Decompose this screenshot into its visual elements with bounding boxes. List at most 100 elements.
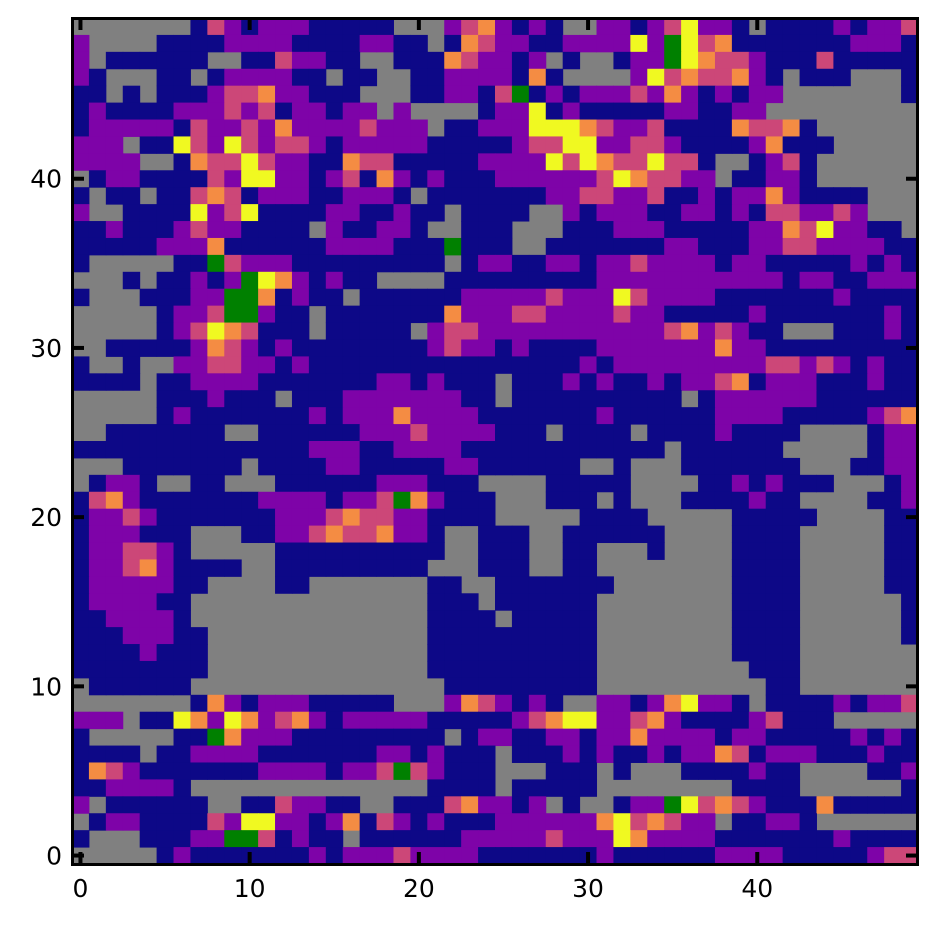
heatmap-cell <box>122 221 141 239</box>
heatmap-cell <box>528 728 547 747</box>
heatmap-cell <box>461 85 479 104</box>
heatmap-cell <box>342 18 361 36</box>
heatmap-cell <box>224 68 242 87</box>
heatmap-cell <box>258 441 276 459</box>
heatmap-cell <box>714 424 733 442</box>
heatmap-cell <box>156 508 175 527</box>
heatmap-cell <box>156 796 175 814</box>
heatmap-cell <box>562 305 581 324</box>
heatmap-cell <box>359 18 378 36</box>
heatmap-cell <box>410 119 428 137</box>
heatmap-cell <box>748 813 767 831</box>
heatmap-cell <box>241 85 259 104</box>
heatmap-cell <box>72 711 90 730</box>
heatmap-cell <box>156 136 175 154</box>
heatmap-cell <box>478 221 496 239</box>
heatmap-cell <box>207 830 225 848</box>
heatmap-cell <box>88 627 107 645</box>
heatmap-cell <box>207 373 225 391</box>
heatmap-cell <box>765 85 784 104</box>
heatmap-cell <box>579 288 598 307</box>
heatmap-cell <box>698 474 716 493</box>
heatmap-cell <box>478 288 496 307</box>
heatmap-cell <box>461 51 479 70</box>
heatmap-cell <box>308 424 327 442</box>
heatmap-cell <box>495 305 513 324</box>
heatmap-cell <box>596 187 614 205</box>
heatmap-cell <box>291 576 310 594</box>
heatmap-cell <box>613 847 631 865</box>
heatmap-cell <box>325 153 344 171</box>
heatmap-cell <box>833 68 851 87</box>
heatmap-cell <box>698 813 716 831</box>
heatmap-cell <box>613 813 631 831</box>
heatmap-cell <box>765 779 784 797</box>
heatmap-cell <box>511 644 530 662</box>
heatmap-cell <box>241 322 259 340</box>
heatmap-cell <box>207 441 225 459</box>
heatmap-cell <box>850 457 868 476</box>
heatmap-cell <box>901 745 919 763</box>
heatmap-cell <box>275 153 293 171</box>
heatmap-cell <box>156 119 175 137</box>
heatmap-cell <box>376 441 394 459</box>
heatmap-cell <box>698 491 716 510</box>
heatmap-cell <box>207 153 225 171</box>
heatmap-cell <box>359 204 378 222</box>
heatmap-cell <box>359 728 378 747</box>
heatmap-cell <box>376 204 394 222</box>
heatmap-cell <box>545 407 564 425</box>
heatmap-cell <box>782 644 801 662</box>
heatmap-cell <box>613 18 631 36</box>
heatmap-cell <box>376 187 394 205</box>
heatmap-cell <box>748 373 767 391</box>
heatmap-cell <box>731 542 750 560</box>
heatmap-cell <box>630 373 648 391</box>
heatmap-cell <box>850 339 868 357</box>
heatmap-cell <box>647 728 665 747</box>
heatmap-cell <box>765 677 784 696</box>
heatmap-cell <box>613 356 631 374</box>
heatmap-cell <box>731 610 750 628</box>
heatmap-cell <box>393 34 411 53</box>
heatmap-cell <box>207 170 225 188</box>
heatmap-cell <box>833 237 851 256</box>
heatmap-cell <box>359 542 378 560</box>
heatmap-cell <box>72 85 90 104</box>
heatmap-cell <box>884 221 902 239</box>
heatmap-cell <box>139 525 158 544</box>
heatmap-cell <box>478 559 496 577</box>
heatmap-cell <box>731 339 750 357</box>
heatmap-cell <box>105 559 124 577</box>
heatmap-cell <box>816 694 834 713</box>
heatmap-cell <box>410 457 428 476</box>
heatmap-cell <box>105 153 124 171</box>
heatmap-cell <box>190 474 208 493</box>
heatmap-cell <box>207 339 225 357</box>
heatmap-cell <box>511 85 530 104</box>
heatmap-cell <box>698 271 716 290</box>
heatmap-cell <box>224 85 242 104</box>
heatmap-cell <box>444 373 462 391</box>
heatmap-cell <box>647 694 665 713</box>
heatmap-cell <box>596 221 614 239</box>
heatmap-cell <box>359 830 378 848</box>
heatmap-cell <box>190 373 208 391</box>
heatmap-cell <box>173 373 191 391</box>
heatmap-cell <box>596 830 614 848</box>
heatmap-cell <box>511 339 530 357</box>
heatmap-cell <box>850 187 868 205</box>
heatmap-cell <box>359 457 378 476</box>
heatmap-cell <box>72 644 90 662</box>
heatmap-cell <box>72 254 90 273</box>
heatmap-cell <box>731 51 750 70</box>
heatmap-cell <box>884 288 902 307</box>
heatmap-cell <box>698 51 716 70</box>
heatmap-cell <box>241 221 259 239</box>
heatmap-cell <box>88 644 107 662</box>
heatmap-cell <box>867 271 885 290</box>
heatmap-cell <box>884 830 902 848</box>
heatmap-cell <box>681 254 699 273</box>
heatmap-cell <box>190 660 208 679</box>
heatmap-cell <box>190 390 208 408</box>
